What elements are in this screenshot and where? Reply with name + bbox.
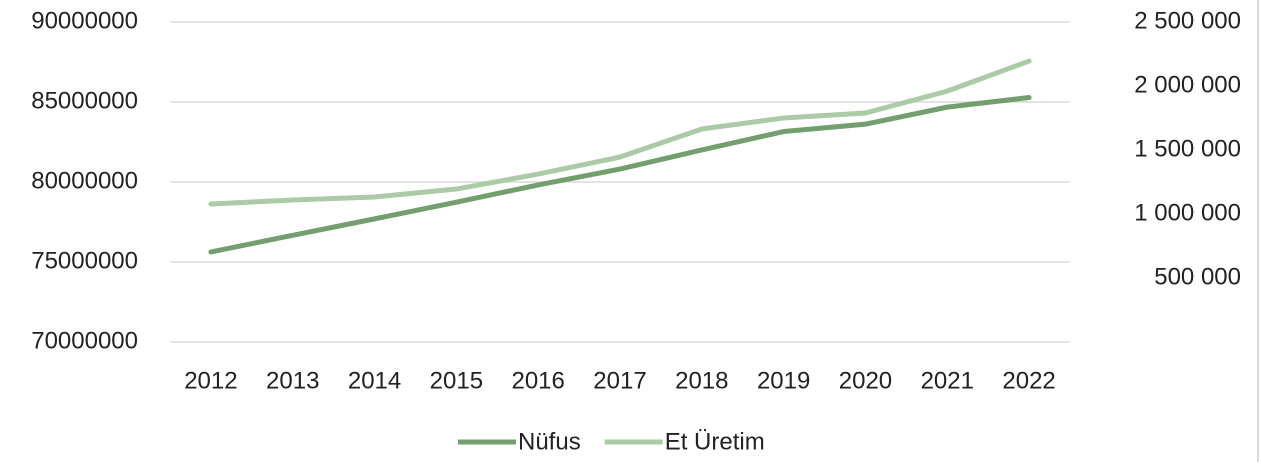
- y-tick-label: 90000000: [31, 7, 138, 34]
- series-line: [208, 95, 1032, 255]
- x-tick-label: 2019: [757, 367, 810, 394]
- legend-label: Nüfus: [518, 428, 581, 455]
- y-tick-label: 85000000: [31, 87, 138, 114]
- x-tick-label: 2012: [184, 367, 237, 394]
- series-line: [208, 58, 1032, 207]
- y-tick-label: 70000000: [31, 327, 138, 354]
- x-tick-label: 2022: [1002, 367, 1055, 394]
- x-tick-label: 2015: [430, 367, 483, 394]
- x-tick-label: 2014: [348, 367, 401, 394]
- x-tick-label: 2017: [593, 367, 646, 394]
- x-tick-label: 2021: [921, 367, 974, 394]
- legend-label: Et Üretim: [665, 428, 765, 455]
- y2-tick-label: 500 000: [1154, 263, 1241, 290]
- x-tick-label: 2020: [839, 367, 892, 394]
- y2-tick-label: 1 500 000: [1134, 135, 1241, 162]
- y2-tick-label: 2 500 000: [1134, 7, 1241, 34]
- y-tick-label: 80000000: [31, 167, 138, 194]
- x-tick-label: 2018: [675, 367, 728, 394]
- y2-tick-label: 2 000 000: [1134, 71, 1241, 98]
- y2-tick-label: 1 000 000: [1134, 199, 1241, 226]
- y-tick-label: 75000000: [31, 247, 138, 274]
- x-tick-label: 2013: [266, 367, 319, 394]
- x-tick-label: 2016: [511, 367, 564, 394]
